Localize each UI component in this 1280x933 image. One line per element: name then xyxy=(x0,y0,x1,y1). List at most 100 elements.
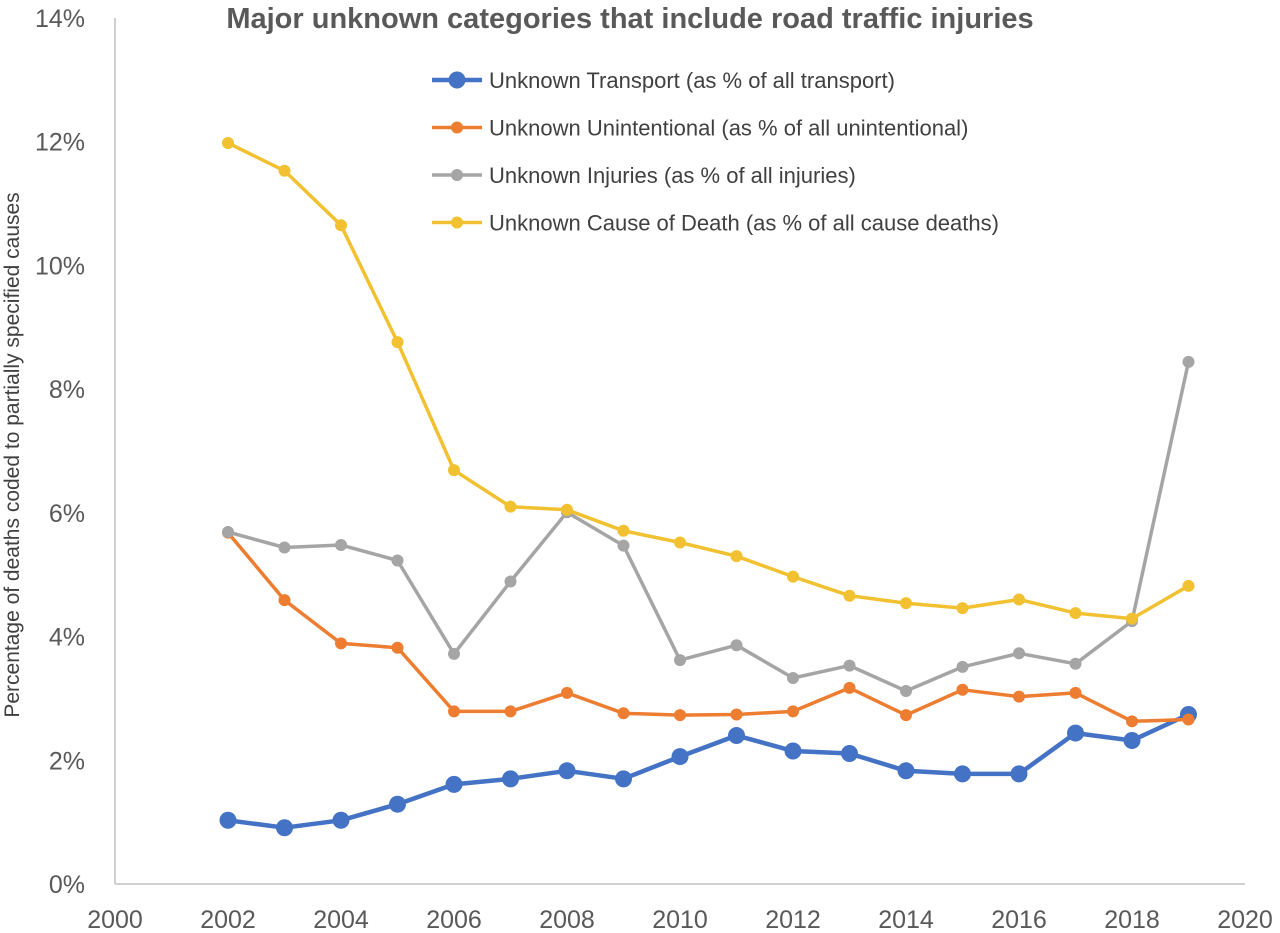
x-tick-label: 2020 xyxy=(1217,906,1273,933)
data-point xyxy=(276,819,293,837)
data-point xyxy=(730,550,743,563)
data-point xyxy=(617,524,630,537)
series-1 xyxy=(219,706,1197,837)
x-tick-label: 2004 xyxy=(313,906,369,933)
data-point xyxy=(787,672,799,685)
data-point xyxy=(956,660,969,673)
data-point xyxy=(448,647,460,660)
x-tick-label: 2002 xyxy=(200,906,256,933)
x-tick-label: 2010 xyxy=(652,906,708,933)
data-point xyxy=(1182,579,1195,592)
data-point xyxy=(730,708,743,721)
chart-title: Major unknown categories that include ro… xyxy=(226,3,1033,35)
data-point xyxy=(1182,355,1195,368)
data-point xyxy=(561,503,573,516)
data-point xyxy=(391,554,404,567)
data-point xyxy=(558,762,576,780)
legend-label: Unknown Injuries (as % of all injuries) xyxy=(489,163,856,188)
x-tick-label: 2006 xyxy=(426,906,482,933)
axes: 0% 2% 4% 6% 8% 10% 12% 14% 2000 2002 2004 2006 2008 2… xyxy=(35,5,1273,933)
data-point xyxy=(445,775,463,793)
series-line xyxy=(225,712,1191,830)
legend-label: Unknown Cause of Death (as % of all caus… xyxy=(489,211,999,236)
legend-entry: Unknown Cause of Death (as % of all caus… xyxy=(432,211,999,236)
data-point xyxy=(1013,647,1025,660)
y-tick-label: 14% xyxy=(35,5,85,33)
data-point xyxy=(448,464,460,477)
legend-swatch-marker xyxy=(451,216,463,229)
data-point xyxy=(843,681,856,694)
x-tick-label: 2018 xyxy=(1104,906,1160,933)
data-point xyxy=(787,570,799,583)
y-tick-label: 0% xyxy=(49,871,85,899)
x-tick-label: 2014 xyxy=(878,906,934,933)
data-point xyxy=(956,602,969,615)
series-line xyxy=(226,141,1191,621)
data-point xyxy=(674,654,686,667)
data-point xyxy=(504,705,517,718)
series-line xyxy=(226,360,1191,693)
data-point xyxy=(1182,713,1195,726)
data-point xyxy=(335,539,347,552)
data-point xyxy=(389,795,406,813)
data-point xyxy=(674,709,686,722)
data-point xyxy=(335,637,347,650)
data-point xyxy=(615,770,632,788)
series-2 xyxy=(222,526,1195,728)
data-point xyxy=(784,742,802,760)
data-point xyxy=(1069,657,1082,670)
data-point xyxy=(954,765,971,783)
y-tick-label: 12% xyxy=(35,129,85,157)
legend-swatch-marker xyxy=(451,121,463,134)
x-tick-label: 2016 xyxy=(991,906,1047,933)
data-point xyxy=(278,594,291,607)
x-tick-label: 2012 xyxy=(765,906,821,933)
legend-entry: Unknown Transport (as % of all transport… xyxy=(432,68,895,93)
data-point xyxy=(222,136,234,149)
y-tick-label: 4% xyxy=(49,624,85,652)
legend-swatch-marker xyxy=(448,71,466,89)
data-point xyxy=(335,219,347,232)
x-tick-label: 2008 xyxy=(539,906,595,933)
data-point xyxy=(728,727,745,745)
data-point xyxy=(278,541,291,554)
data-point xyxy=(448,705,460,718)
data-point xyxy=(671,748,689,766)
data-point xyxy=(843,589,856,602)
data-point xyxy=(1013,690,1025,703)
data-point xyxy=(222,526,234,539)
data-point xyxy=(787,705,799,718)
data-point xyxy=(843,659,856,672)
series-layer xyxy=(219,136,1197,837)
data-point xyxy=(617,539,630,552)
data-point xyxy=(900,709,912,722)
data-point xyxy=(1013,593,1025,606)
data-point xyxy=(504,575,517,588)
data-point xyxy=(1123,731,1141,749)
series-4 xyxy=(222,136,1195,625)
data-point xyxy=(1067,724,1084,742)
data-point xyxy=(391,641,404,654)
data-point xyxy=(900,685,912,698)
data-point xyxy=(391,336,404,349)
data-point xyxy=(278,164,291,177)
legend-entry: Unknown Injuries (as % of all injuries) xyxy=(432,163,856,188)
series-line xyxy=(226,530,1191,724)
legend-label: Unknown Unintentional (as % of all unint… xyxy=(489,116,968,141)
legend-label: Unknown Transport (as % of all transport… xyxy=(489,68,895,93)
series-3 xyxy=(222,355,1195,698)
y-tick-label: 10% xyxy=(35,252,85,280)
data-point xyxy=(730,639,743,652)
data-point xyxy=(1069,686,1082,699)
data-point xyxy=(1126,715,1138,728)
data-point xyxy=(841,744,858,762)
legend-entry: Unknown Unintentional (as % of all unint… xyxy=(432,116,968,141)
legend: Unknown Transport (as % of all transport… xyxy=(432,68,999,236)
data-point xyxy=(502,770,519,788)
data-point xyxy=(1010,765,1028,783)
data-point xyxy=(1069,607,1082,620)
data-point xyxy=(897,762,915,780)
data-point xyxy=(617,707,630,720)
